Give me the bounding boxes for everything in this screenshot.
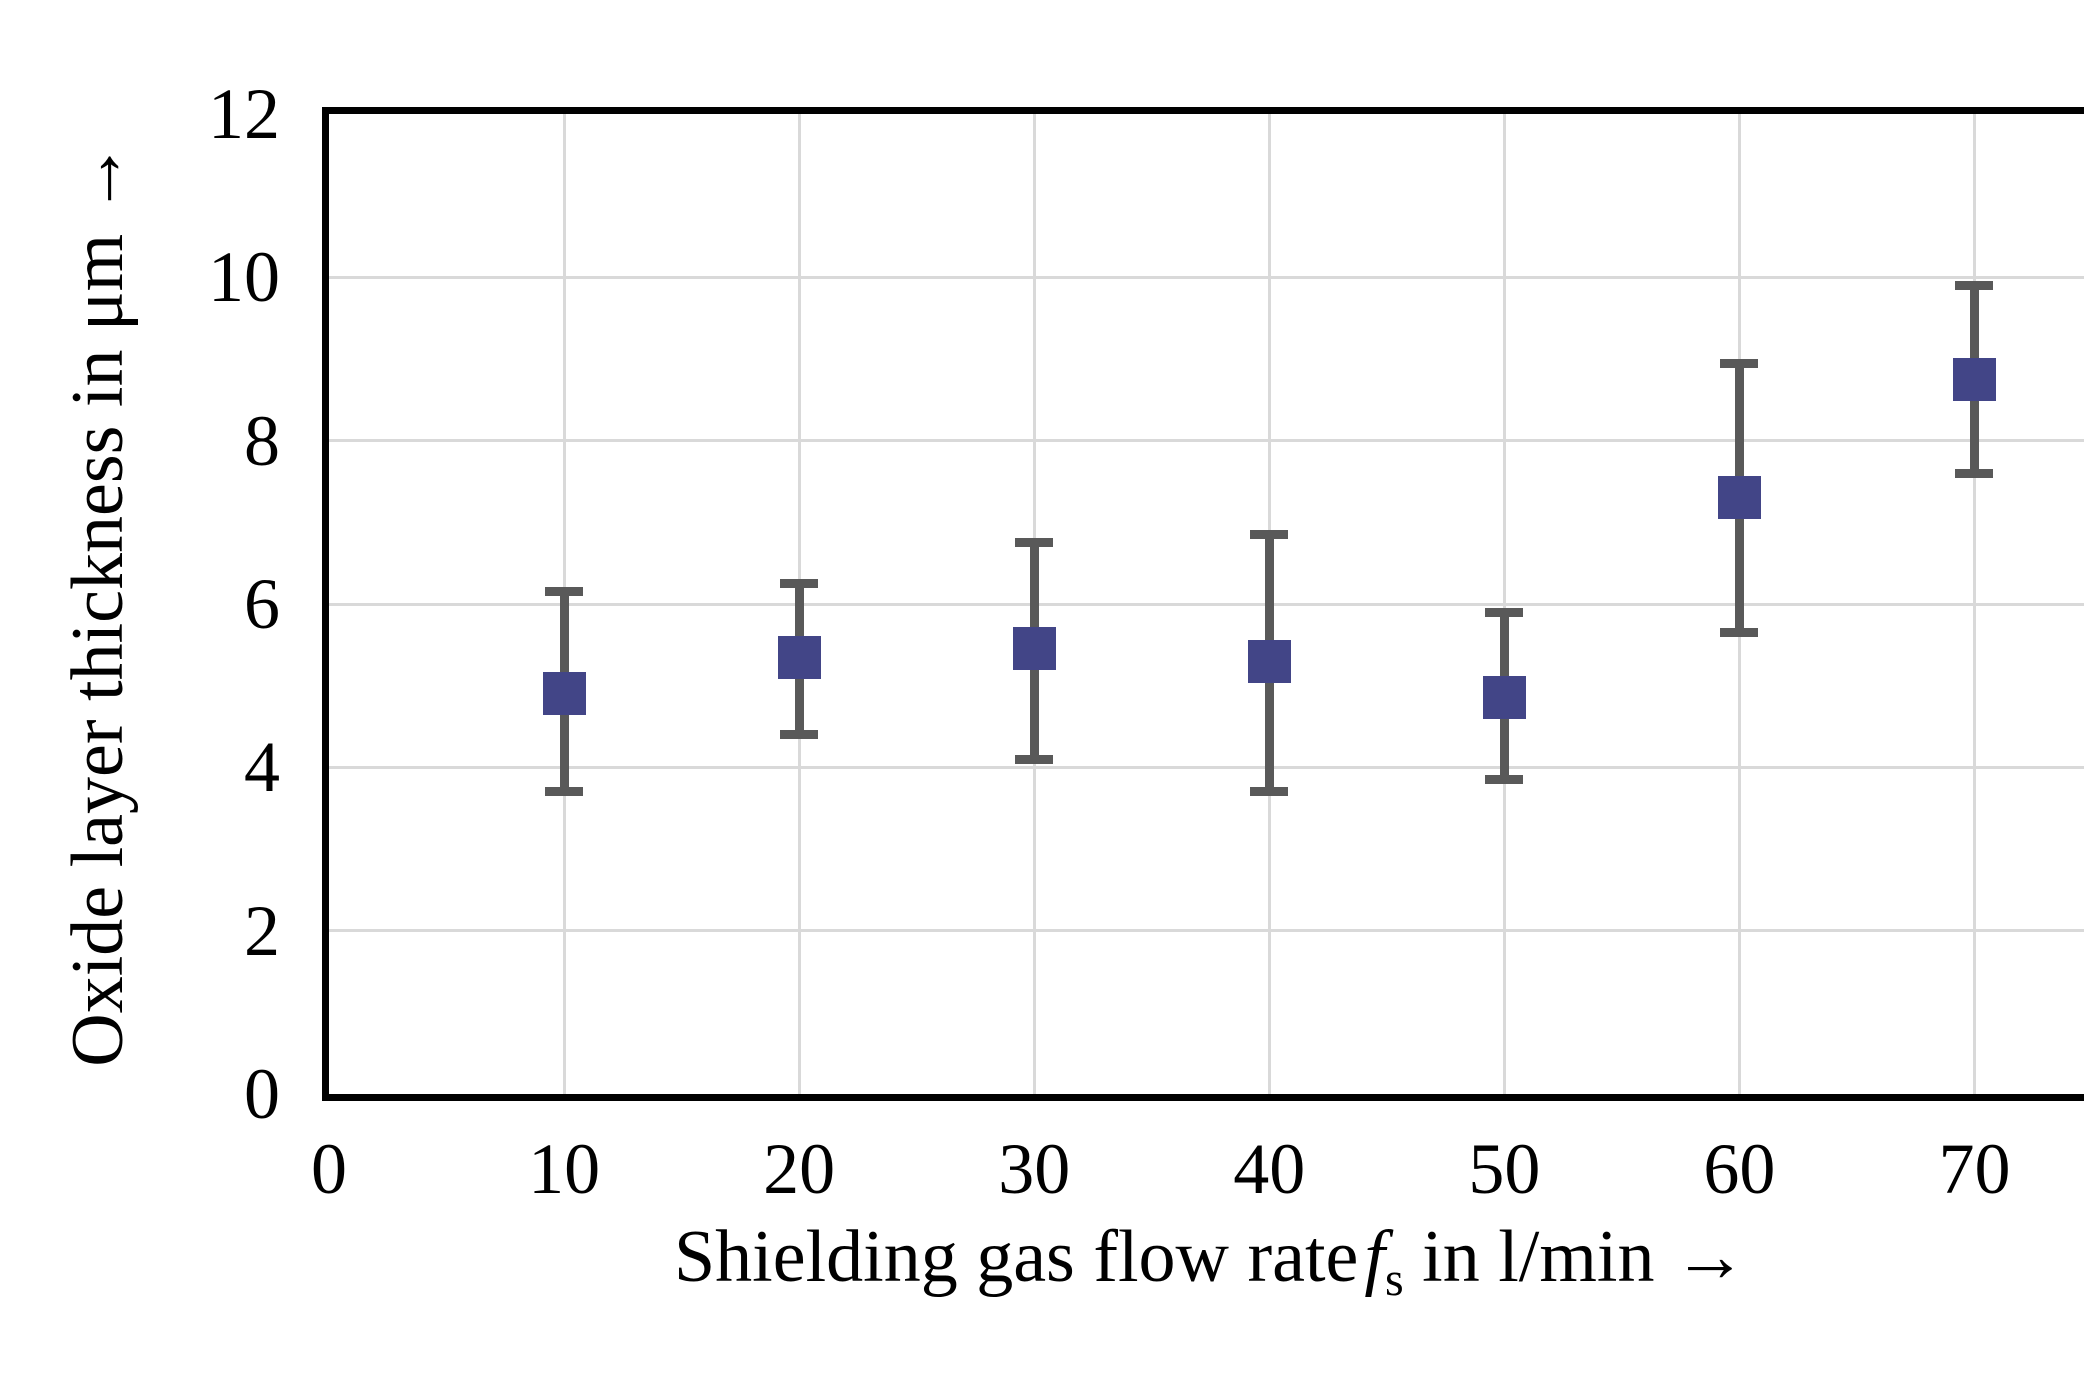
x-axis-title-subscript: s — [1384, 1253, 1404, 1306]
y-tick-label: 10 — [208, 237, 280, 318]
x-axis-title-variable: f — [1364, 1216, 1385, 1298]
x-tick-label: 40 — [1233, 1129, 1306, 1209]
x-tick-label: 20 — [763, 1129, 836, 1209]
error-bar-cap-top — [1720, 358, 1759, 368]
error-bar-cap-top — [1955, 281, 1994, 290]
y-tick-label: 12 — [208, 74, 280, 154]
error-bar-cap-bottom — [1015, 754, 1054, 764]
h-gridline — [329, 765, 2084, 769]
error-bar-cap-top — [1485, 607, 1524, 617]
h-gridline — [329, 602, 2084, 606]
y-tick-label: 2 — [244, 890, 280, 971]
data-point-marker — [1952, 357, 1996, 401]
data-point-marker — [1247, 639, 1291, 683]
x-axis-title-text: Shielding gas flow rate — [674, 1216, 1359, 1298]
h-gridline — [329, 439, 2084, 443]
x-tick-label: 60 — [1703, 1129, 1776, 1209]
x-axis-title: Shielding gas flow ratefs in l/min → — [329, 1212, 2084, 1304]
error-bar-cap-top — [780, 579, 819, 589]
h-gridline — [329, 275, 2084, 279]
y-tick-label: 4 — [244, 727, 280, 808]
data-point-marker — [777, 635, 821, 679]
error-bar-cap-top — [545, 587, 584, 597]
data-point-marker — [1012, 627, 1056, 671]
error-bar-cap-bottom — [1955, 468, 1994, 478]
plot-area — [322, 107, 2084, 1101]
data-point-marker — [1717, 476, 1761, 520]
v-gridline — [1972, 114, 1976, 1094]
error-bar-cap-bottom — [1485, 775, 1524, 785]
data-point-marker — [1482, 676, 1526, 720]
y-tick-label: 8 — [244, 400, 280, 481]
x-tick-label: 0 — [311, 1129, 347, 1209]
error-bar-cap-top — [1015, 538, 1054, 548]
x-axis-title-units: in l/min → — [1403, 1216, 1747, 1298]
x-tick-label: 10 — [528, 1129, 601, 1209]
y-tick-label: 6 — [244, 564, 280, 644]
error-bar-cap-bottom — [1250, 787, 1289, 797]
x-tick-label: 50 — [1468, 1129, 1541, 1209]
error-bar-cap-bottom — [1720, 628, 1759, 638]
error-bar-cap-bottom — [780, 730, 819, 740]
x-tick-label: 30 — [998, 1129, 1071, 1209]
error-bar-cap-bottom — [545, 787, 584, 797]
error-bar-cap-top — [1250, 530, 1289, 540]
y-tick-label: 0 — [244, 1054, 280, 1134]
x-tick-label: 70 — [1938, 1129, 2011, 1209]
v-gridline — [1502, 114, 1506, 1094]
error-bar-chart: Oxide layer thickness in μm → 0 2 4 6 8 10 12 0… — [40, 16, 2084, 1358]
data-point-marker — [542, 672, 586, 716]
h-gridline — [329, 929, 2084, 933]
